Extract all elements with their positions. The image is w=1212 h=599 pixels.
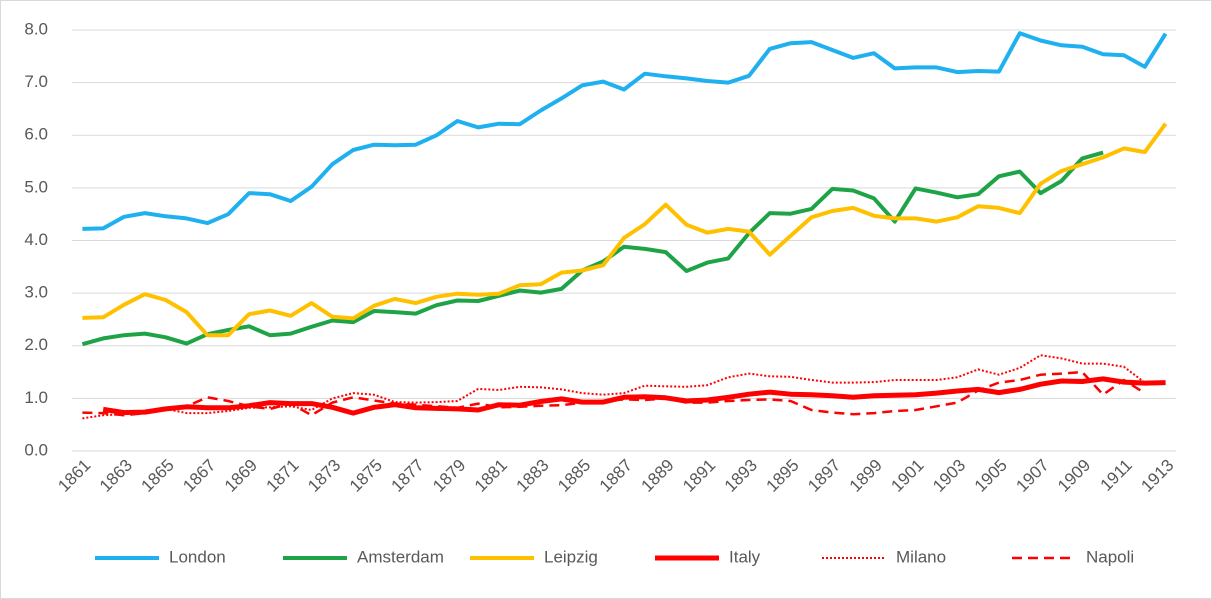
series-line <box>82 370 1146 417</box>
legend-label: Milano <box>896 547 946 566</box>
y-tick-label: 0.0 <box>24 440 48 459</box>
series-line <box>82 31 1168 231</box>
legend-label: Amsterdam <box>357 547 444 566</box>
series-line <box>82 354 1146 420</box>
legend-label: London <box>169 547 226 566</box>
y-tick-label: 7.0 <box>24 72 48 91</box>
series-line <box>102 376 1166 416</box>
y-tick-label: 4.0 <box>24 230 48 249</box>
y-tick-label: 5.0 <box>24 177 48 196</box>
legend-label: Napoli <box>1086 547 1134 566</box>
legend-label: Italy <box>729 547 761 566</box>
y-tick-label: 2.0 <box>24 335 48 354</box>
series-line <box>82 122 1168 338</box>
y-tick-label: 3.0 <box>24 283 48 302</box>
y-tick-label: 6.0 <box>24 125 48 144</box>
y-tick-label: 8.0 <box>24 19 48 38</box>
y-tick-label: 1.0 <box>24 388 48 407</box>
legend-label: Leipzig <box>544 547 598 566</box>
